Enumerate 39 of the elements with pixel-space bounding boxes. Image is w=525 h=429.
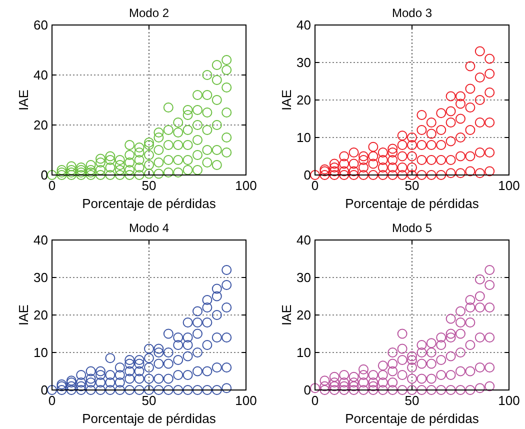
y-tick-label: 20 [296, 92, 311, 108]
y-axis-title: IAE [279, 89, 294, 110]
x-tick-label: 100 [235, 393, 257, 408]
y-axis-title: IAE [16, 304, 31, 326]
x-tick-label: 50 [404, 178, 420, 193]
y-tick-label: 20 [34, 308, 48, 323]
y-tick-label: 40 [296, 232, 311, 248]
x-tick-label: 100 [498, 393, 520, 408]
x-tick-label: 50 [142, 178, 156, 193]
y-tick-label: 10 [296, 130, 311, 146]
y-axis-title: IAE [279, 304, 294, 326]
y-tick-label: 40 [34, 68, 48, 83]
chart-title: Modo 2 [128, 6, 170, 20]
y-tick-label: 30 [296, 55, 311, 70]
y-tick-label: 40 [34, 232, 48, 248]
chart-title: Modo 5 [392, 221, 432, 235]
chart-title: Modo 4 [128, 221, 170, 235]
y-tick-label: 0 [304, 168, 311, 183]
x-tick-label: 50 [142, 393, 156, 408]
y-tick-label: 60 [34, 18, 48, 33]
x-tick-label: 100 [235, 178, 257, 193]
y-tick-label: 30 [34, 270, 48, 286]
x-tick-label: 100 [498, 178, 520, 193]
y-tick-label: 40 [296, 18, 311, 33]
y-tick-label: 0 [40, 168, 48, 183]
y-tick-label: 20 [34, 118, 48, 133]
x-tick-label: 50 [404, 393, 420, 408]
y-tick-label: 10 [34, 345, 48, 360]
x-axis-title: Porcentaje de pérdidas [345, 196, 480, 211]
y-axis-title: IAE [16, 89, 31, 110]
y-tick-label: 30 [296, 270, 311, 286]
chart-title: Modo 3 [392, 6, 432, 20]
y-tick-label: 20 [296, 308, 311, 323]
x-axis-title: Porcentaje de pérdidas [82, 411, 216, 426]
y-tick-label: 0 [40, 382, 48, 398]
y-tick-label: 10 [296, 345, 311, 360]
x-axis-title: Porcentaje de pérdidas [345, 411, 480, 426]
y-tick-label: 0 [304, 382, 311, 398]
x-axis-title: Porcentaje de pérdidas [82, 196, 216, 211]
